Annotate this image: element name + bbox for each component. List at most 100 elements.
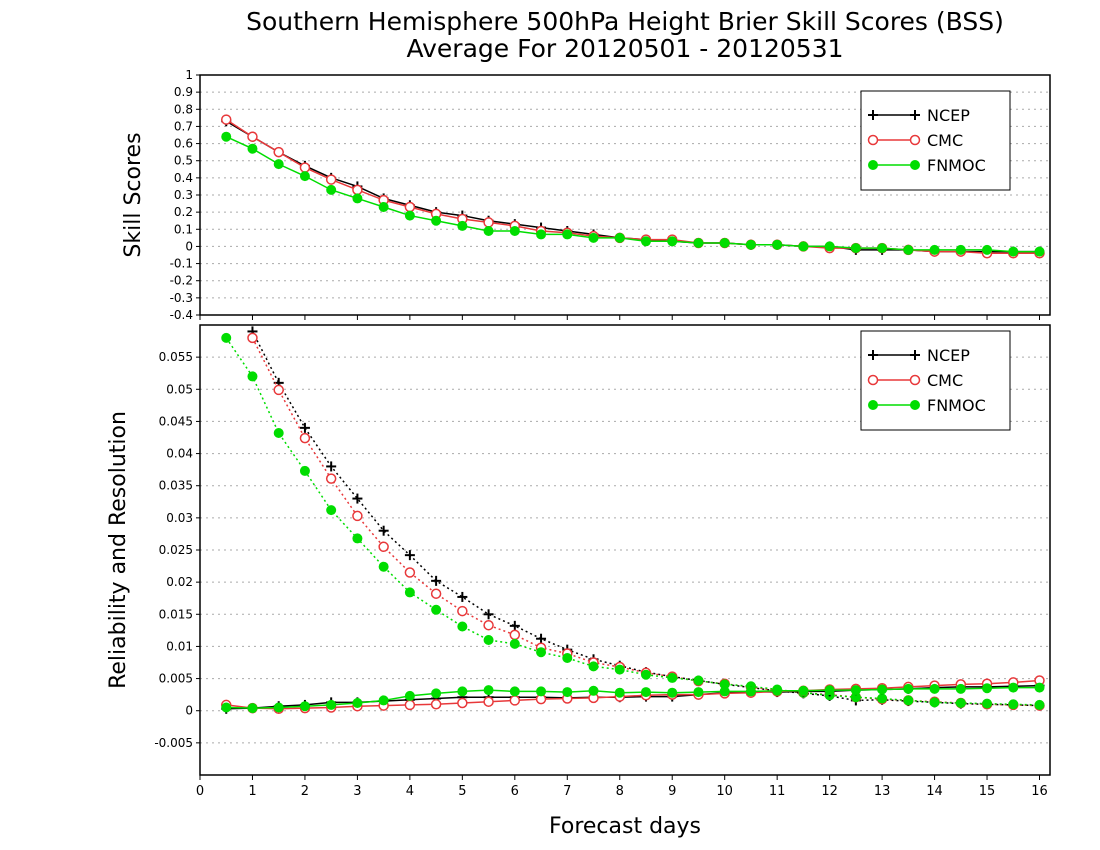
data-point-fnmoc <box>352 193 363 204</box>
x-tick-label: 8 <box>616 784 624 799</box>
data-point-fnmoc <box>1034 682 1045 693</box>
y-tick-label: 0.015 <box>159 607 193 621</box>
data-point-fnmoc <box>667 236 678 247</box>
data-point-fnmoc <box>509 686 520 697</box>
data-point-fnmoc <box>509 226 520 236</box>
data-point-fnmoc <box>404 210 415 221</box>
data-point-fnmoc <box>772 239 783 250</box>
data-point-cmc <box>404 201 416 213</box>
data-point-fnmoc <box>693 687 704 698</box>
data-point-cmc <box>457 697 468 709</box>
y-tick-label: 0.02 <box>166 575 193 589</box>
data-point-fnmoc <box>588 232 599 243</box>
data-point-fnmoc <box>483 635 494 645</box>
data-point-fnmoc <box>457 220 468 231</box>
data-point-fnmoc <box>640 669 651 680</box>
x-tick-label: 4 <box>406 784 414 799</box>
legend-marker <box>868 160 878 170</box>
data-point-fnmoc <box>247 143 258 154</box>
data-point-fnmoc <box>745 239 756 250</box>
x-axis-title: Forecast days <box>549 814 701 839</box>
data-point-fnmoc <box>824 685 835 696</box>
data-point-fnmoc <box>1034 246 1045 257</box>
x-tick-label: 16 <box>1031 784 1048 799</box>
legend-marker <box>868 350 878 360</box>
data-point-fnmoc <box>378 202 389 212</box>
x-tick-label: 15 <box>979 784 996 799</box>
data-point-fnmoc <box>483 685 494 696</box>
data-point-fnmoc <box>955 698 966 708</box>
data-point-fnmoc <box>509 638 520 649</box>
x-tick-label: 5 <box>458 784 466 799</box>
data-point-fnmoc <box>667 672 678 683</box>
legend-label-ncep: NCEP <box>927 346 970 365</box>
y-tick-label: 1 <box>185 68 193 82</box>
data-point-fnmoc <box>483 226 494 236</box>
data-point-fnmoc <box>1008 246 1019 257</box>
y-tick-label: 0 <box>185 239 193 253</box>
data-point-fnmoc <box>221 131 232 142</box>
x-tick-label: 10 <box>716 784 733 799</box>
data-point-ncep <box>378 525 389 536</box>
data-point-ncep <box>326 461 337 472</box>
data-point-fnmoc <box>719 686 730 697</box>
y-tick-label: 0.5 <box>174 154 193 168</box>
legend-marker <box>910 400 920 410</box>
data-point-fnmoc <box>982 244 993 255</box>
data-point-fnmoc <box>667 687 678 698</box>
x-tick-label: 3 <box>353 784 361 799</box>
data-point-fnmoc <box>457 686 468 697</box>
y-tick-label: 0.005 <box>159 672 193 686</box>
data-point-fnmoc <box>562 653 573 663</box>
data-point-cmc <box>325 174 337 185</box>
data-point-fnmoc <box>1008 699 1019 710</box>
data-point-fnmoc <box>1034 699 1045 710</box>
y-tick-label: 0.6 <box>174 137 193 151</box>
data-point-cmc <box>509 695 521 706</box>
data-point-fnmoc <box>536 686 547 697</box>
x-tick-label: 6 <box>511 784 519 799</box>
data-point-ncep <box>352 493 363 504</box>
data-point-fnmoc <box>431 215 442 226</box>
y-tick-label: -0.2 <box>170 274 193 288</box>
y-tick-label: 0.01 <box>166 639 193 653</box>
y-tick-label: 0.055 <box>159 350 193 364</box>
series-line-fnmoc-reliability <box>226 686 1040 709</box>
data-point-fnmoc <box>877 693 888 704</box>
series-line-cmc-reliability <box>226 679 1040 710</box>
legend-marker <box>868 400 878 410</box>
legend-label-ncep: NCEP <box>927 106 970 125</box>
series-group <box>220 114 1045 259</box>
y-tick-label: 0.7 <box>174 119 193 133</box>
data-point-cmc <box>352 184 363 196</box>
data-point-fnmoc <box>903 244 914 255</box>
data-point-cmc <box>404 567 416 578</box>
data-point-fnmoc <box>614 687 625 698</box>
data-point-fnmoc <box>850 685 861 696</box>
y-tick-label: 0.025 <box>159 543 193 557</box>
plot-frame <box>199 74 1051 316</box>
data-point-ncep <box>509 620 520 631</box>
x-tick-label: 0 <box>196 784 204 799</box>
x-tick-label: 7 <box>563 784 571 799</box>
x-tick-label: 13 <box>874 784 891 799</box>
data-point-fnmoc <box>1008 682 1019 693</box>
data-point-fnmoc <box>745 686 756 697</box>
x-tick-label: 2 <box>301 784 309 799</box>
data-point-fnmoc <box>614 664 625 675</box>
data-point-fnmoc <box>877 243 888 254</box>
y-tick-label: 0.045 <box>159 414 193 428</box>
data-point-cmc <box>325 473 337 484</box>
data-point-fnmoc <box>588 685 599 696</box>
y-tick-label: -0.1 <box>170 257 193 271</box>
data-point-cmc <box>247 332 258 344</box>
data-point-fnmoc <box>431 604 442 615</box>
data-point-fnmoc <box>326 505 337 516</box>
data-point-ncep <box>483 609 494 620</box>
data-point-cmc <box>483 217 494 228</box>
data-point-cmc <box>430 699 442 710</box>
data-point-cmc <box>509 629 521 641</box>
data-point-fnmoc <box>982 698 993 709</box>
data-point-fnmoc <box>326 184 337 195</box>
data-point-fnmoc <box>273 159 284 170</box>
